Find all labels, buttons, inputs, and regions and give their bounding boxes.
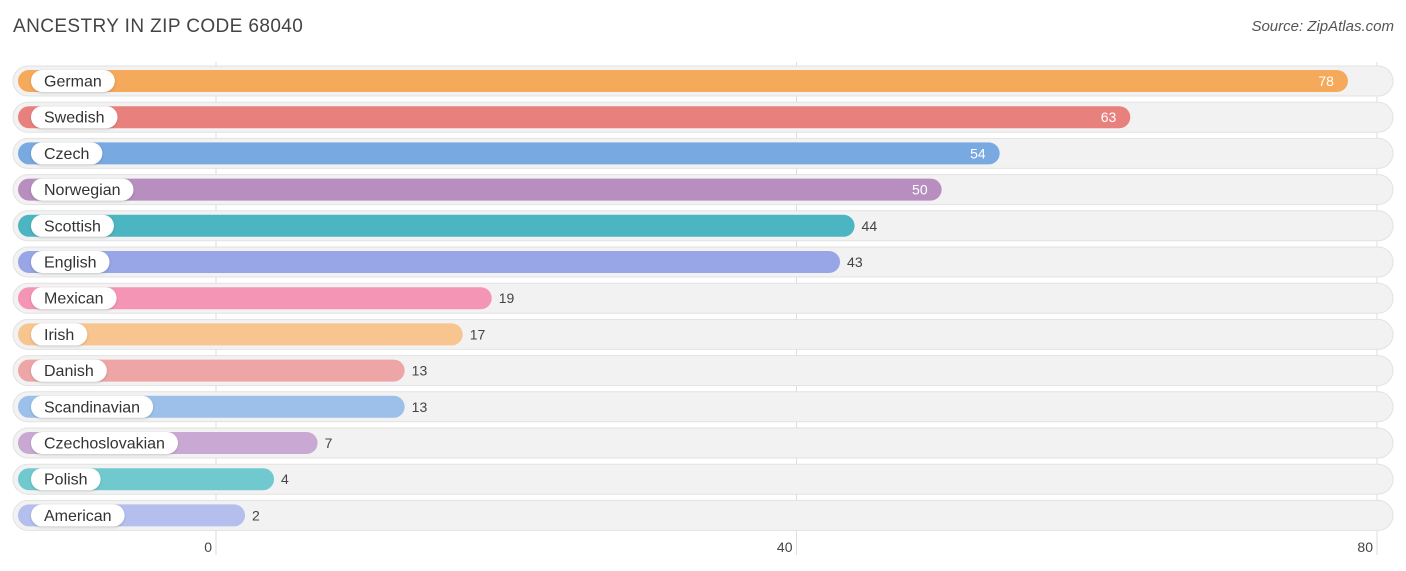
category-label-pill	[31, 395, 154, 418]
category-label: Scottish	[44, 218, 101, 235]
bar	[18, 142, 1000, 165]
rows-layer: German 78 Swedish 63 Czech 54 Norwegian 50 Scott…	[12, 65, 1394, 531]
value-label: 4	[281, 471, 289, 487]
row-track	[12, 499, 1394, 531]
row-track	[12, 463, 1394, 495]
category-label-pill	[31, 106, 118, 129]
bar	[18, 323, 463, 346]
value-label: 2	[252, 507, 260, 523]
category-label: Scandinavian	[44, 399, 140, 416]
value-label: 44	[862, 218, 878, 234]
category-label-pill	[31, 359, 107, 382]
category-label: Danish	[44, 363, 94, 380]
bar	[18, 106, 1131, 129]
category-label: German	[44, 74, 102, 91]
category-label: Czechoslovakian	[44, 436, 165, 453]
category-label-pill	[31, 468, 101, 491]
category-label: Norwegian	[44, 182, 120, 199]
value-label: 78	[1318, 73, 1334, 89]
bar	[18, 287, 492, 310]
category-label-pill	[31, 70, 115, 92]
value-label: 7	[325, 435, 333, 451]
category-label: Swedish	[44, 110, 104, 127]
value-label: 54	[970, 145, 986, 161]
value-label: 13	[412, 363, 428, 379]
value-label: 13	[412, 399, 428, 415]
tick-label: 0	[204, 539, 212, 555]
category-label-pill	[31, 323, 88, 346]
tick-label: 80	[1357, 539, 1373, 555]
category-label: Irish	[44, 327, 74, 344]
category-label-pill	[31, 432, 178, 454]
value-label: 63	[1101, 109, 1117, 125]
bar	[18, 251, 841, 273]
bar	[18, 214, 855, 237]
category-label-pill	[31, 504, 125, 527]
category-label: Czech	[44, 146, 89, 163]
chart-source: Source: ZipAtlas.com	[1251, 18, 1394, 35]
category-label-pill	[31, 142, 103, 165]
category-label: English	[44, 255, 96, 272]
category-label-pill	[31, 178, 134, 201]
category-label-pill	[31, 287, 117, 310]
bar	[18, 70, 1348, 92]
value-label: 43	[847, 254, 863, 270]
category-label-pill	[31, 214, 114, 237]
tick-labels: 0 40 80	[204, 539, 1373, 555]
category-label: American	[44, 508, 112, 525]
bar	[18, 178, 942, 201]
category-label: Polish	[44, 472, 88, 489]
value-label: 17	[470, 326, 486, 342]
category-label-pill	[31, 251, 110, 273]
value-label: 19	[499, 290, 515, 306]
row-track	[12, 427, 1394, 459]
bar	[18, 359, 405, 382]
value-label: 50	[912, 182, 928, 198]
category-label: Mexican	[44, 291, 104, 308]
tick-label: 40	[777, 539, 793, 555]
chart-title: ANCESTRY IN ZIP CODE 68040	[13, 16, 304, 37]
